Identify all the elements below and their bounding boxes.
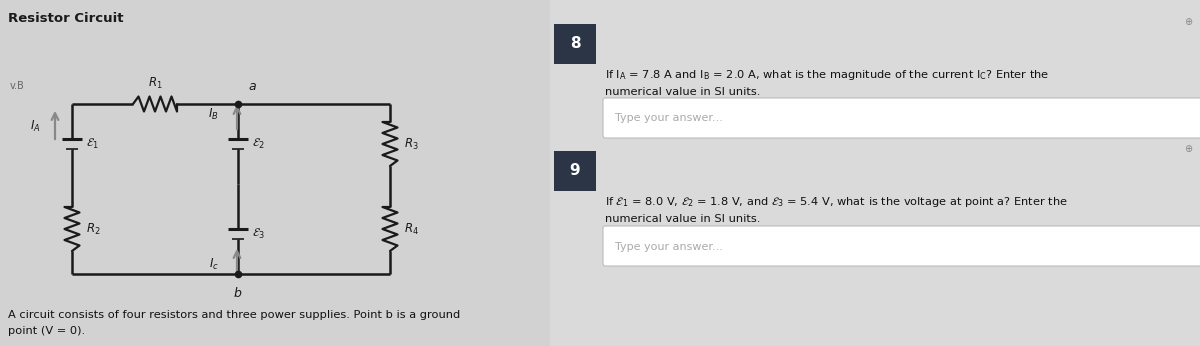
Bar <box>0 0 550 346</box>
Text: $a$: $a$ <box>248 80 257 93</box>
Text: Type your answer...: Type your answer... <box>616 242 722 252</box>
Text: ⊕: ⊕ <box>1184 144 1192 154</box>
Text: A circuit consists of four resistors and three power supplies. Point b is a grou: A circuit consists of four resistors and… <box>8 310 461 320</box>
FancyBboxPatch shape <box>604 98 1200 138</box>
Text: $R_2$: $R_2$ <box>86 221 101 237</box>
Text: $R_3$: $R_3$ <box>404 136 419 152</box>
Text: numerical value in SI units.: numerical value in SI units. <box>605 214 761 224</box>
Text: $\mathcal{E}_2$: $\mathcal{E}_2$ <box>252 137 265 151</box>
Text: point (V = 0).: point (V = 0). <box>8 326 85 336</box>
FancyBboxPatch shape <box>604 226 1200 266</box>
Text: $b$: $b$ <box>233 286 242 300</box>
Text: Resistor Circuit: Resistor Circuit <box>8 12 124 25</box>
Text: $R_1$: $R_1$ <box>148 76 162 91</box>
Text: ⊕: ⊕ <box>1184 17 1192 27</box>
Text: If $\mathcal{E}_1$ = 8.0 V, $\mathcal{E}_2$ = 1.8 V, and $\mathcal{E}_3$ = 5.4 V: If $\mathcal{E}_1$ = 8.0 V, $\mathcal{E}… <box>605 195 1068 209</box>
Text: 9: 9 <box>570 164 581 179</box>
Text: $\mathcal{E}_3$: $\mathcal{E}_3$ <box>252 227 265 241</box>
Bar <box>554 24 596 64</box>
Text: $I_A$: $I_A$ <box>30 118 41 134</box>
Text: v.B: v.B <box>10 81 25 91</box>
Text: $\mathcal{E}_1$: $\mathcal{E}_1$ <box>86 137 100 151</box>
Text: numerical value in SI units.: numerical value in SI units. <box>605 87 761 97</box>
Bar <box>554 151 596 191</box>
Text: If I$_\mathrm{A}$ = 7.8 A and I$_\mathrm{B}$ = 2.0 A, what is the magnitude of t: If I$_\mathrm{A}$ = 7.8 A and I$_\mathrm… <box>605 68 1050 82</box>
Text: Type your answer...: Type your answer... <box>616 113 722 124</box>
Text: $R_4$: $R_4$ <box>404 221 419 237</box>
Text: $I_B$: $I_B$ <box>209 107 220 121</box>
Text: 8: 8 <box>570 36 581 52</box>
Text: $I_c$: $I_c$ <box>209 256 220 272</box>
